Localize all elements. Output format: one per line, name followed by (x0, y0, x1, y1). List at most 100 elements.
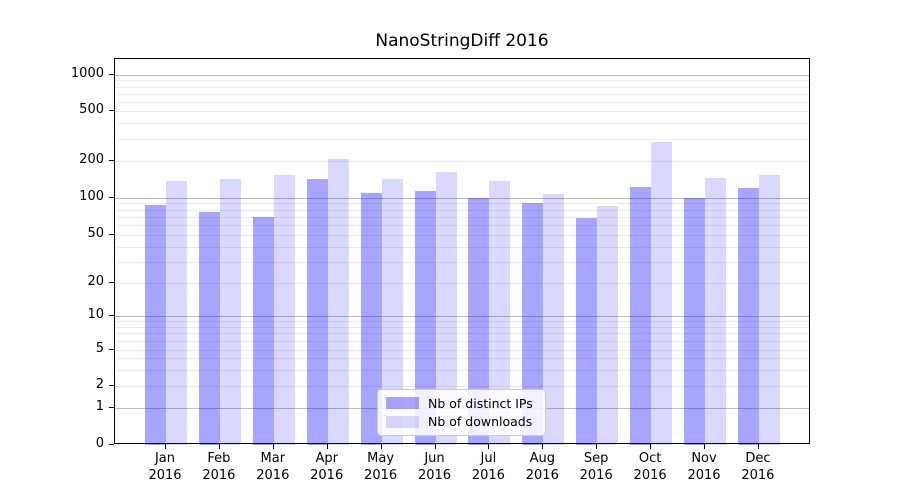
y-axis-tick-label: 500 (79, 102, 104, 117)
x-axis-tick-mark (272, 444, 274, 449)
x-axis-tick-label: Oct 2016 (633, 451, 667, 483)
x-axis-tick-mark (757, 444, 759, 449)
gridline-major (115, 197, 809, 199)
gridline-minor (115, 160, 809, 162)
y-axis-tick-mark (109, 159, 114, 161)
bar-downloads (327, 158, 349, 445)
bar-distinct-ips (252, 216, 274, 445)
y-axis-tick-mark (109, 315, 114, 316)
bar-downloads (489, 181, 511, 445)
bar-downloads (273, 175, 295, 445)
legend-item: Nb of distinct IPs (386, 396, 537, 411)
y-axis-tick-label: 100 (79, 188, 104, 204)
x-axis-tick-label: Jan 2016 (148, 451, 182, 483)
gridline-minor (115, 138, 809, 140)
y-axis-tick-label: 20 (87, 274, 104, 289)
x-axis-tick-label: Jun 2016 (417, 451, 452, 483)
gridline-minor (115, 101, 809, 103)
bar-distinct-ips (522, 203, 544, 445)
bar-downloads (435, 172, 457, 445)
y-axis-tick-mark (109, 444, 114, 445)
chart-title: NanoStringDiff 2016 (375, 31, 549, 51)
x-axis-tick-mark (704, 444, 705, 449)
x-axis-tick-label: Sep 2016 (579, 451, 613, 483)
gridline-minor (115, 209, 809, 211)
y-axis-tick-mark (109, 385, 114, 386)
y-axis-tick-label: 10 (87, 307, 104, 322)
x-axis-tick-mark (596, 444, 598, 449)
gridline-minor (115, 261, 809, 263)
gridline-minor (115, 349, 809, 351)
y-axis-tick-mark (109, 74, 114, 75)
gridline-minor (115, 321, 809, 323)
bar-downloads (597, 206, 619, 445)
x-axis-tick-mark (218, 444, 220, 449)
gridline-minor (115, 326, 809, 328)
gridline-minor (115, 333, 809, 335)
x-axis-tick-label: Dec 2016 (741, 451, 775, 483)
y-axis-tick-label: 200 (79, 151, 104, 167)
gridline-minor (115, 369, 809, 371)
x-axis-tick-label: Aug 2016 (525, 451, 559, 483)
gridline-major (115, 75, 809, 76)
x-axis-tick-label: May 2016 (364, 451, 398, 483)
gridline-minor (115, 386, 809, 387)
bar-downloads (651, 141, 673, 445)
bar-distinct-ips (576, 218, 598, 445)
bar-distinct-ips (198, 212, 220, 445)
x-axis-tick-mark (380, 444, 382, 449)
gridline-minor (115, 123, 809, 125)
y-axis-tick-mark (109, 282, 114, 283)
gridline-minor (115, 246, 809, 248)
x-axis-tick-label: Jul 2016 (471, 451, 505, 483)
x-axis-tick-label: Apr 2016 (310, 451, 344, 483)
x-axis-tick-mark (542, 444, 544, 449)
bar-downloads (705, 177, 726, 445)
legend-label: Nb of downloads (428, 414, 533, 430)
gridline-minor (115, 225, 809, 227)
x-axis-tick-mark (165, 444, 166, 449)
y-axis-tick-mark (109, 407, 114, 408)
bar-distinct-ips (360, 192, 382, 445)
gridline-minor (115, 111, 809, 112)
gridline-major (115, 316, 809, 317)
plot-area (114, 58, 810, 445)
legend-item: Nb of downloads (386, 414, 537, 429)
bar-downloads (543, 193, 565, 445)
x-axis-tick-mark (326, 444, 328, 449)
bar-downloads (758, 175, 780, 445)
y-axis-tick-label: 5 (95, 340, 104, 356)
y-axis-tick-label: 1 (95, 399, 104, 414)
x-axis-tick-mark (488, 444, 490, 449)
x-axis-tick-label: Mar 2016 (256, 451, 290, 483)
gridline-minor (115, 283, 809, 284)
bar-distinct-ips (737, 187, 759, 445)
x-axis-tick-label: Nov 2016 (687, 451, 721, 483)
y-axis-tick-mark (109, 196, 114, 198)
legend: Nb of distinct IPs Nb of downloads (377, 389, 546, 436)
bar-downloads (166, 181, 187, 445)
legend-swatch-downloads (386, 415, 419, 428)
gridline-minor (115, 358, 809, 360)
bar-distinct-ips (145, 204, 166, 445)
x-axis-tick-label: Feb 2016 (202, 451, 236, 483)
gridline-minor (115, 80, 809, 82)
legend-label: Nb of distinct IPs (428, 395, 533, 411)
gridline-minor (115, 203, 809, 205)
legend-swatch-distinct-ips (386, 397, 419, 410)
x-axis-tick-mark (650, 444, 652, 449)
y-axis-tick-label: 0 (95, 436, 104, 451)
y-axis-tick-mark (109, 110, 114, 111)
y-axis-tick-label: 50 (87, 226, 104, 241)
y-axis-tick-mark (109, 234, 114, 235)
gridline-minor (115, 216, 809, 218)
gridline-minor (115, 93, 809, 95)
bar-downloads (381, 178, 403, 445)
y-axis-tick-mark (109, 348, 114, 350)
bar-distinct-ips (306, 178, 328, 445)
bar-distinct-ips (468, 198, 490, 445)
x-axis-tick-mark (434, 444, 436, 449)
bar-distinct-ips (414, 190, 436, 445)
gridline-minor (115, 235, 809, 236)
